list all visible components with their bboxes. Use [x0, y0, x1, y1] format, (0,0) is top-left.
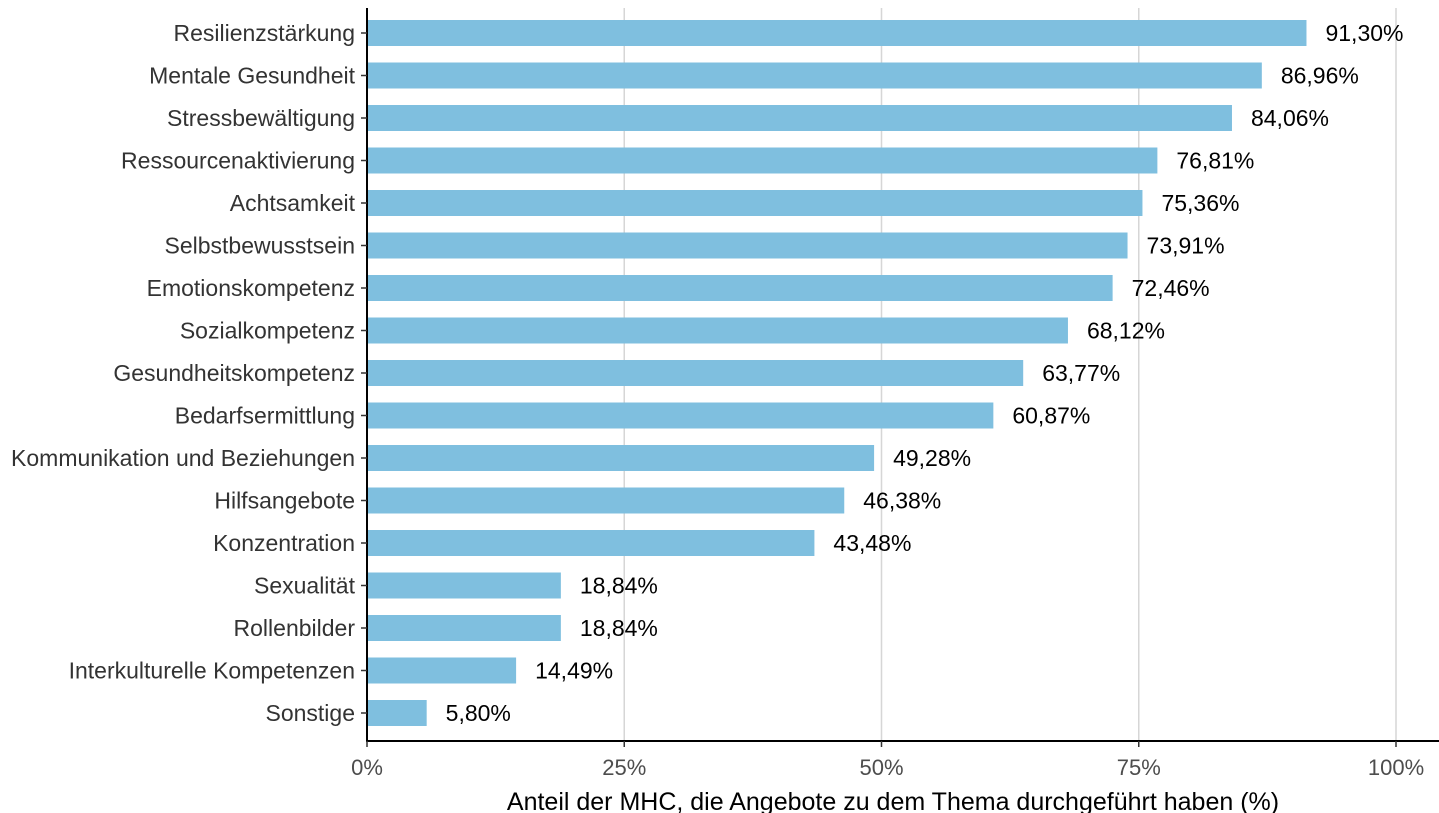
value-label: 14,49% [535, 658, 613, 684]
value-label: 73,91% [1147, 233, 1225, 259]
bar [367, 275, 1113, 301]
x-tick-label: 50% [859, 755, 903, 780]
category-label: Hilfsangebote [214, 488, 355, 514]
value-label: 84,06% [1251, 105, 1329, 131]
category-label: Gesundheitskompetenz [113, 360, 355, 386]
bar [367, 232, 1128, 259]
bar [367, 360, 1024, 386]
value-label: 68,12% [1087, 318, 1165, 344]
value-label: 18,84% [580, 615, 658, 641]
labels: Resilienzstärkung 91,30% Mentale Gesundhei… [11, 20, 1403, 726]
value-label: 46,38% [863, 488, 941, 514]
category-label: Achtsamkeit [230, 190, 356, 216]
bar [367, 402, 994, 429]
category-label: Ressourcenaktivierung [121, 148, 355, 174]
x-tick-label: 25% [602, 755, 646, 780]
bar [367, 105, 1232, 131]
category-label: Rollenbilder [234, 615, 356, 641]
category-label: Emotionskompetenz [147, 275, 355, 301]
x-axis-title: Anteil der MHC, die Angebote zu dem Them… [507, 788, 1279, 813]
category-label: Kommunikation und Beziehungen [11, 445, 355, 471]
value-label: 63,77% [1042, 360, 1120, 386]
bar [367, 317, 1068, 344]
category-label: Selbstbewusstsein [165, 233, 356, 259]
category-label: Stressbewältigung [167, 105, 355, 131]
x-tick-label: 0% [351, 755, 383, 780]
bar [367, 147, 1158, 174]
value-label: 5,80% [446, 700, 511, 726]
value-label: 91,30% [1325, 20, 1403, 46]
value-label: 49,28% [893, 445, 971, 471]
category-label: Bedarfsermittlung [175, 403, 355, 429]
x-tick-label: 75% [1117, 755, 1161, 780]
bar [367, 572, 561, 599]
category-label: Resilienzstärkung [173, 20, 355, 46]
bar [367, 190, 1143, 216]
category-label: Interkulturelle Kompetenzen [69, 658, 355, 684]
value-label: 86,96% [1281, 63, 1359, 89]
value-label: 60,87% [1012, 403, 1090, 429]
bar [367, 657, 517, 684]
value-label: 18,84% [580, 573, 658, 599]
bar [367, 530, 815, 556]
category-label: Sexualität [254, 573, 356, 599]
value-label: 75,36% [1161, 190, 1239, 216]
bar [367, 615, 561, 641]
category-label: Mentale Gesundheit [149, 63, 355, 89]
bar [367, 700, 427, 726]
bars [367, 20, 1307, 726]
bar [367, 445, 875, 471]
value-label: 72,46% [1132, 275, 1210, 301]
value-label: 76,81% [1176, 148, 1254, 174]
bar [367, 20, 1307, 46]
value-label: 43,48% [833, 530, 911, 556]
x-tick-label: 100% [1368, 755, 1424, 780]
axes: 0% 25% 50% 75% 100% [351, 8, 1439, 780]
category-label: Konzentration [213, 530, 355, 556]
bar [367, 487, 845, 514]
bar [367, 62, 1262, 89]
category-label: Sozialkompetenz [180, 318, 355, 344]
category-label: Sonstige [265, 700, 355, 726]
